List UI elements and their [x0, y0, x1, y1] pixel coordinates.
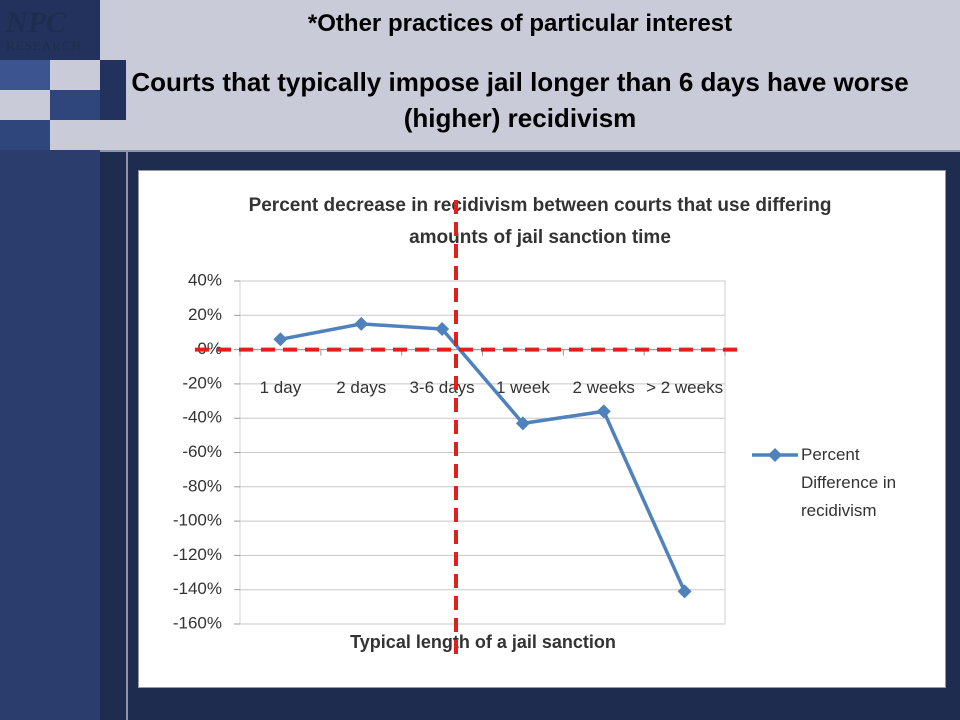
y-tick-label: -60%: [182, 442, 222, 461]
slide-title: *Other practices of particular interest: [307, 10, 733, 37]
y-tick-label: -100%: [173, 511, 222, 530]
data-point: [273, 332, 288, 347]
x-tick-label-box: > 2 weeks: [646, 377, 724, 397]
series-line: [280, 322, 687, 593]
x-tick-label-box: 3-6 days: [409, 377, 475, 397]
side-block: [50, 90, 100, 120]
side-pattern: [0, 0, 100, 720]
x-tick-label: 2 weeks: [572, 377, 635, 397]
side-rule: [126, 150, 128, 720]
chart-title: Percent decrease in recidivism between c…: [248, 195, 832, 248]
chart-title-box: Percent decrease in recidivism between c…: [248, 195, 832, 248]
side-block: [0, 60, 50, 90]
chart-panel: [138, 170, 946, 688]
y-tick-label: -20%: [182, 373, 222, 392]
logo: NPC RESEARCH: [6, 8, 98, 58]
logo-top: NPC: [6, 6, 66, 39]
y-tick-label: 20%: [188, 305, 222, 324]
x-tick-label: 1 week: [495, 377, 550, 397]
header-block: [100, 60, 126, 120]
data-point: [515, 416, 530, 431]
x-tick-label-box: 2 days: [336, 377, 387, 397]
x-tick-label-box: 1 day: [259, 377, 302, 397]
side-block: [0, 120, 50, 150]
header: [100, 0, 960, 152]
x-tick-label-box: 2 weeks: [572, 377, 635, 397]
y-tick-label: -80%: [182, 476, 222, 495]
logo-bottom: RESEARCH: [6, 38, 82, 53]
side-block: [0, 90, 50, 120]
data-point: [677, 584, 692, 599]
side-block: [0, 150, 100, 720]
x-tick-label: > 2 weeks: [646, 377, 724, 397]
y-tick-label: -120%: [173, 545, 222, 564]
y-tick-label: -140%: [173, 579, 222, 598]
x-axis-title: Typical length of a jail sanction: [350, 632, 616, 652]
x-tick-label: 2 days: [336, 377, 387, 397]
side-block: [50, 120, 100, 150]
data-point: [354, 316, 369, 331]
data-point: [435, 322, 450, 337]
legend-marker: [768, 448, 782, 462]
data-point: [596, 404, 611, 419]
y-tick-label: 0%: [197, 339, 222, 358]
legend-label-box: Percent Difference in recidivism: [801, 445, 897, 520]
side-block: [50, 60, 100, 90]
y-tick-label: -160%: [173, 613, 222, 632]
y-tick-label: 40%: [188, 270, 222, 289]
legend-label: Percent Difference in recidivism: [801, 445, 897, 520]
x-tick-label: 1 day: [259, 377, 302, 397]
headline: Courts that typically impose jail longer…: [131, 67, 909, 133]
x-tick-label-box: 1 week: [495, 377, 550, 397]
x-tick-label: 3-6 days: [409, 377, 475, 397]
y-tick-label: -40%: [182, 408, 222, 427]
